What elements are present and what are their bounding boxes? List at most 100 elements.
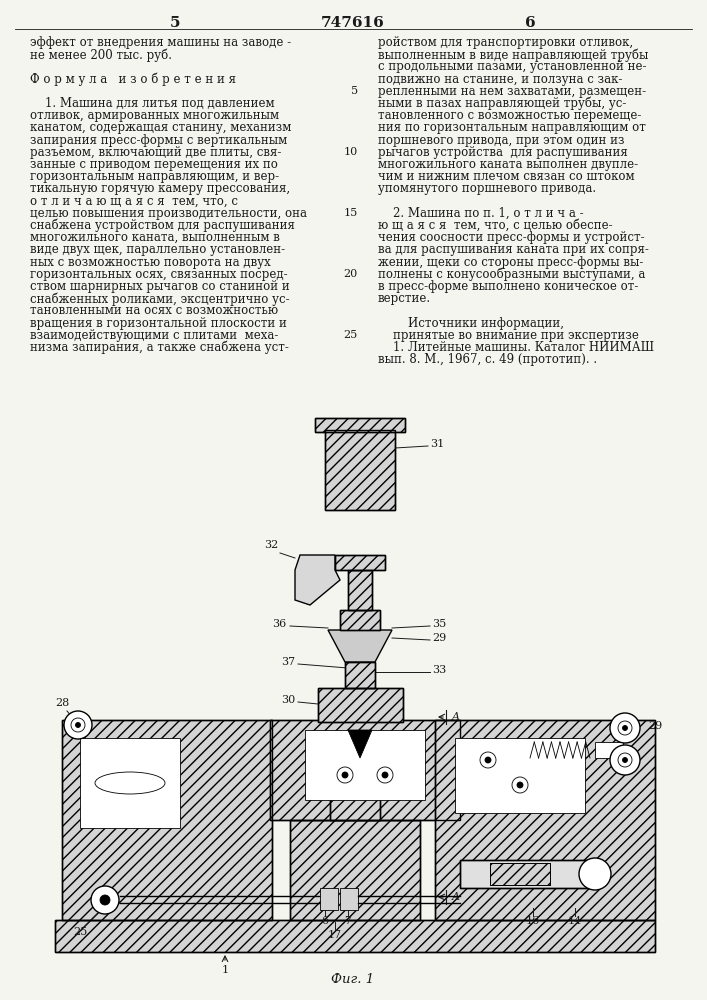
Text: верстие.: верстие.	[378, 292, 431, 305]
Text: 28: 28	[55, 698, 69, 708]
Text: чим и нижним плечом связан со штоком: чим и нижним плечом связан со штоком	[378, 170, 635, 183]
Text: 14: 14	[568, 916, 582, 926]
Text: взаимодействующими с плитами  меха-: взаимодействующими с плитами меха-	[30, 329, 279, 342]
Text: 36: 36	[271, 619, 286, 629]
Circle shape	[622, 758, 628, 762]
Bar	[330, 780, 380, 820]
Text: 1: 1	[221, 965, 228, 975]
Bar	[318, 688, 403, 722]
Circle shape	[480, 752, 496, 768]
Text: 2. Машина по п. 1, о т л и ч а -: 2. Машина по п. 1, о т л и ч а -	[378, 207, 583, 220]
Text: 5: 5	[170, 16, 180, 30]
Text: запирания пресс-формы с вертикальным: запирания пресс-формы с вертикальным	[30, 134, 287, 147]
Text: 16: 16	[526, 916, 540, 926]
Circle shape	[610, 745, 640, 775]
Text: 1. Литейные машины. Каталог НИИМАШ: 1. Литейные машины. Каталог НИИМАШ	[378, 341, 654, 354]
Text: ю щ а я с я  тем, что, с целью обеспе-: ю щ а я с я тем, что, с целью обеспе-	[378, 219, 613, 232]
Bar	[318, 688, 403, 722]
Text: 1. Машина для литья под давлением: 1. Машина для литья под давлением	[30, 97, 274, 110]
Text: ва для распушивания каната при их сопря-: ва для распушивания каната при их сопря-	[378, 243, 649, 256]
Bar	[62, 720, 272, 920]
Circle shape	[342, 772, 348, 778]
Text: 6: 6	[525, 16, 535, 30]
Text: чения соосности пресс-формы и устройст-: чения соосности пресс-формы и устройст-	[378, 231, 645, 244]
Circle shape	[64, 711, 92, 739]
Text: низма запирания, а также снабжена уст-: низма запирания, а также снабжена уст-	[30, 341, 289, 355]
Text: поршневого привода, при этом один из: поршневого привода, при этом один из	[378, 134, 624, 147]
Text: Фиг. 1: Фиг. 1	[332, 973, 375, 986]
Bar	[348, 570, 372, 610]
Bar	[345, 662, 375, 688]
Bar	[340, 610, 380, 630]
Text: тикальную горячую камеру прессования,: тикальную горячую камеру прессования,	[30, 182, 290, 195]
Ellipse shape	[95, 772, 165, 794]
Text: 35: 35	[432, 619, 446, 629]
Bar	[595, 742, 623, 758]
Text: ных с возможностью поворота на двух: ных с возможностью поворота на двух	[30, 256, 271, 269]
Text: 5: 5	[351, 86, 358, 96]
Bar	[335, 555, 385, 570]
Bar	[305, 730, 425, 800]
Text: 10: 10	[344, 147, 358, 157]
Circle shape	[76, 722, 81, 728]
Bar	[490, 863, 550, 885]
Bar	[345, 662, 375, 688]
Text: снабжена устройством для распушивания: снабжена устройством для распушивания	[30, 219, 295, 232]
Bar	[490, 863, 550, 885]
Circle shape	[517, 782, 523, 788]
Text: 37: 37	[281, 657, 295, 667]
Circle shape	[579, 858, 611, 890]
Text: вып. 8. М., 1967, с. 49 (прототип). .: вып. 8. М., 1967, с. 49 (прототип). .	[378, 353, 597, 366]
Text: канатом, содержащая станину, механизм: канатом, содержащая станину, механизм	[30, 121, 291, 134]
Bar	[55, 920, 655, 952]
Bar	[460, 860, 590, 888]
Bar	[320, 888, 338, 910]
Circle shape	[485, 757, 491, 763]
Circle shape	[100, 895, 110, 905]
Text: не менее 200 тыс. руб.: не менее 200 тыс. руб.	[30, 48, 172, 62]
Text: подвижно на станине, и ползуна с зак-: подвижно на станине, и ползуна с зак-	[378, 73, 622, 86]
Text: 15: 15	[344, 208, 358, 218]
Bar	[80, 738, 180, 828]
Text: 25: 25	[344, 330, 358, 340]
Circle shape	[622, 726, 628, 730]
Text: горизонтальных осях, связанных посред-: горизонтальных осях, связанных посред-	[30, 268, 288, 281]
Bar	[330, 780, 380, 820]
Polygon shape	[328, 630, 392, 662]
Text: многожильного каната выполнен двупле-: многожильного каната выполнен двупле-	[378, 158, 638, 171]
Circle shape	[610, 713, 640, 743]
Bar	[55, 920, 655, 952]
Bar	[270, 720, 460, 820]
Text: 6: 6	[322, 916, 329, 926]
Text: многожильного каната, выполненным в: многожильного каната, выполненным в	[30, 231, 280, 244]
Bar	[325, 430, 395, 510]
Text: жении, щеки со стороны пресс-формы вы-: жении, щеки со стороны пресс-формы вы-	[378, 256, 643, 269]
Text: 25: 25	[73, 927, 87, 937]
Text: 32: 32	[264, 540, 278, 550]
Text: горизонтальным направляющим, и вер-: горизонтальным направляющим, и вер-	[30, 170, 279, 183]
Bar	[435, 720, 655, 920]
Circle shape	[71, 718, 85, 732]
Text: с продольными пазами, установленной не-: с продольными пазами, установленной не-	[378, 60, 646, 73]
Text: целью повышения производительности, она: целью повышения производительности, она	[30, 207, 307, 220]
Bar	[340, 888, 358, 910]
Bar	[455, 738, 585, 813]
Circle shape	[512, 777, 528, 793]
Text: 29: 29	[648, 721, 662, 731]
Text: полнены с конусообразными выступами, а: полнены с конусообразными выступами, а	[378, 268, 645, 281]
Bar	[325, 430, 395, 510]
Text: Источники информации,: Источники информации,	[378, 317, 564, 330]
Bar	[340, 610, 380, 630]
Text: ройством для транспортировки отливок,: ройством для транспортировки отливок,	[378, 36, 633, 49]
Circle shape	[618, 753, 632, 767]
Circle shape	[382, 772, 388, 778]
Text: репленными на нем захватами, размещен-: репленными на нем захватами, размещен-	[378, 85, 646, 98]
Circle shape	[337, 767, 353, 783]
Text: в пресс-форме выполнено коническое от-: в пресс-форме выполнено коническое от-	[378, 280, 638, 293]
Polygon shape	[295, 555, 340, 605]
Text: отливок, армированных многожильным: отливок, армированных многожильным	[30, 109, 279, 122]
Bar	[62, 720, 272, 920]
Bar	[435, 720, 655, 920]
Text: упомянутого поршневого привода.: упомянутого поршневого привода.	[378, 182, 596, 195]
Bar	[315, 418, 405, 432]
